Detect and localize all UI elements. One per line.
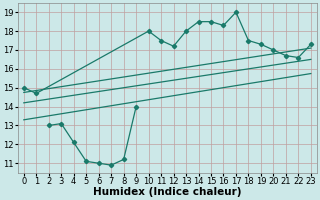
X-axis label: Humidex (Indice chaleur): Humidex (Indice chaleur): [93, 187, 242, 197]
